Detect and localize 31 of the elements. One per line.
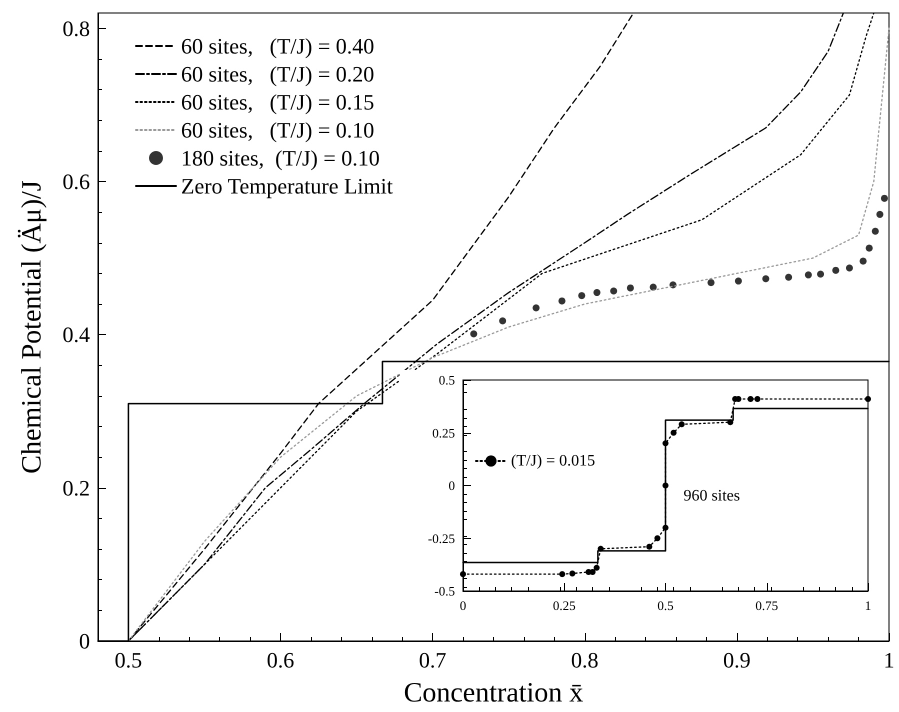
x-tick-label: 0 <box>460 598 466 613</box>
x-tick-label: 0.7 <box>418 648 446 672</box>
y-tick-label: 0.25 <box>432 425 455 440</box>
y-tick-label: 0.6 <box>62 168 90 194</box>
legend-label: (T/J) = 0.015 <box>511 452 596 470</box>
x-axis-title: Concentration x̄ <box>404 678 584 708</box>
x-tick-label: 0.8 <box>571 648 599 672</box>
annotation: 960 sites <box>684 488 740 504</box>
x-tick-label: 1 <box>864 598 872 613</box>
y-tick-label: 0 <box>79 628 90 654</box>
legend-label: 60 sites, (T/J) = 0.20 <box>181 62 374 86</box>
x-tick-label: 0.75 <box>755 598 778 613</box>
y-tick-label: 0.4 <box>62 322 90 348</box>
y-tick-label: 0 <box>448 478 455 493</box>
legend-label: 60 sites, (T/J) = 0.10 <box>181 118 374 142</box>
x-tick-label: 0.9 <box>723 648 751 672</box>
legend-label: Zero Temperature Limit <box>181 174 393 198</box>
y-tick-label: 0.8 <box>62 16 90 41</box>
x-tick-label: 0.5 <box>114 648 142 672</box>
y-tick-label: 0.5 <box>438 372 455 388</box>
x-tick-label: 0.5 <box>657 598 674 613</box>
y-tick-label: 0.2 <box>62 475 90 500</box>
x-tick-label: 1 <box>884 648 894 672</box>
y-tick-label: -0.25 <box>428 530 455 546</box>
legend-label: 60 sites, (T/J) = 0.40 <box>181 34 374 58</box>
x-tick-label: 0.6 <box>266 648 294 672</box>
x-tick-label: 0.25 <box>552 598 576 613</box>
y-axis-title: Chemical Potential (Äμ)/J <box>16 180 48 474</box>
y-tick-label: -0.5 <box>434 584 455 598</box>
legend-label: 60 sites, (T/J) = 0.15 <box>181 90 374 114</box>
legend-label: 180 sites, (T/J) = 0.10 <box>181 146 380 170</box>
